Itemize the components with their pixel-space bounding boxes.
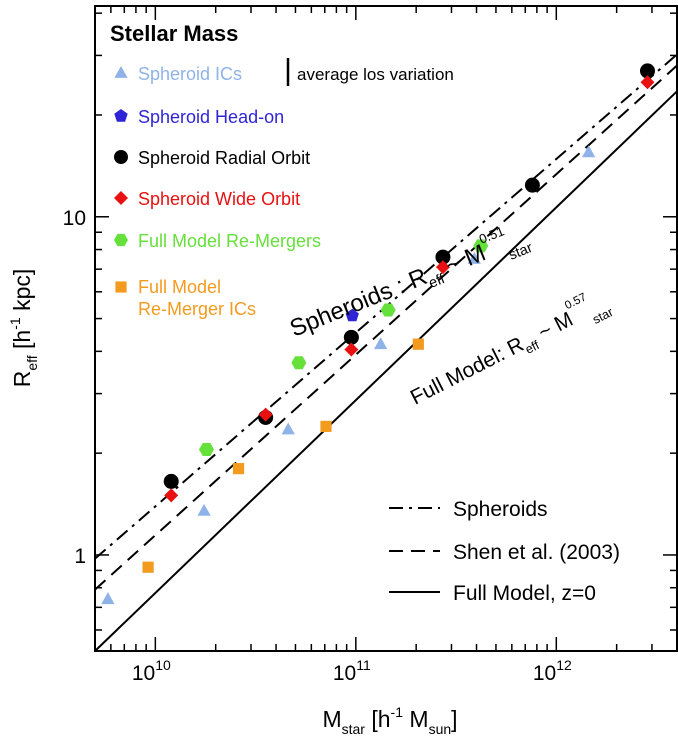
data-point-hexagon: [380, 303, 396, 317]
data-point-square: [232, 463, 245, 475]
data-point-hexagon: [199, 443, 214, 456]
data-point-circle: [343, 329, 359, 345]
data-point-triangle: [101, 592, 115, 605]
data-point-triangle: [281, 422, 295, 435]
spheroids-fit-label: Spheroids : Reff ~ M0.51star: [284, 216, 536, 350]
legend-label: Spheroid Radial Orbit: [138, 148, 310, 168]
y-tick-label: 10: [63, 207, 86, 230]
y-axis-label: Reff [h-1 kpc]: [7, 269, 40, 388]
legend-label: Spheroid ICs: [138, 64, 242, 84]
error-bar-label: average los variation: [297, 65, 454, 84]
legend-marker-triangle: [114, 66, 128, 78]
legend-marker-diamond: [114, 191, 128, 205]
data-point-circle: [435, 249, 451, 265]
line-legend: Spheroids Shen et al. (2003) Full Model, z…: [389, 498, 620, 605]
data-point-triangle: [582, 145, 596, 158]
data-point-circle: [524, 177, 540, 193]
plot-frame: [94, 5, 678, 652]
data-point-diamond: [258, 407, 273, 422]
data-point-diamond: [164, 488, 179, 503]
marker-legend: Stellar Mass Spheroid ICs Spheroid Head-on…: [110, 21, 454, 319]
legend-marker-hexagon: [114, 233, 128, 247]
data-point-triangle: [467, 252, 481, 264]
data-point-circle: [639, 63, 655, 79]
data-point-square: [412, 338, 424, 350]
legend-line-label: Shen et al. (2003): [453, 541, 620, 564]
data-point-square: [142, 561, 154, 573]
legend-label: Full Model Re-Merger ICs: [138, 277, 256, 319]
x-tick-label: 1011: [333, 657, 371, 685]
legend-marker-circle: [114, 150, 128, 164]
fit-line-dashed: [94, 64, 678, 591]
x-tick-label: 1010: [132, 657, 171, 685]
axis-labels: Mstar [h-1 Msun] Reff [h-1 kpc]: [7, 269, 458, 737]
data-point-diamond: [435, 260, 450, 275]
y-tick-label: 1: [74, 545, 86, 568]
x-tick-label: 1012: [533, 657, 572, 685]
legend-label: Full Model Re-Mergers: [138, 231, 321, 251]
data-point-square: [320, 420, 332, 432]
data-markers: [101, 63, 655, 605]
legend-line-label: Spheroids: [453, 498, 548, 521]
data-point-circle: [163, 473, 179, 489]
x-axis-label: Mstar [h-1 Msun]: [322, 704, 457, 737]
full-model-fit-label: Full Model: Reff ~ M0.57star: [404, 284, 616, 417]
data-point-hexagon: [473, 239, 489, 253]
data-point-diamond: [344, 342, 359, 357]
axis-ticks: 1010 1011 1012 1 10: [63, 6, 678, 685]
fit-line-solid: [94, 90, 678, 652]
data-point-hexagon: [291, 356, 307, 370]
legend-marker-pentagon: [114, 109, 128, 122]
data-point-diamond: [640, 75, 655, 90]
legend-label: Spheroid Head-on: [138, 107, 284, 127]
legend-title: Stellar Mass: [110, 21, 238, 46]
legend-label: Spheroid Wide Orbit: [138, 189, 300, 209]
data-point-triangle: [197, 503, 211, 516]
data-point-pentagon: [345, 308, 359, 322]
legend-marker-square: [115, 281, 127, 293]
legend-line-label: Full Model, z=0: [453, 582, 596, 605]
data-point-triangle: [374, 337, 388, 350]
